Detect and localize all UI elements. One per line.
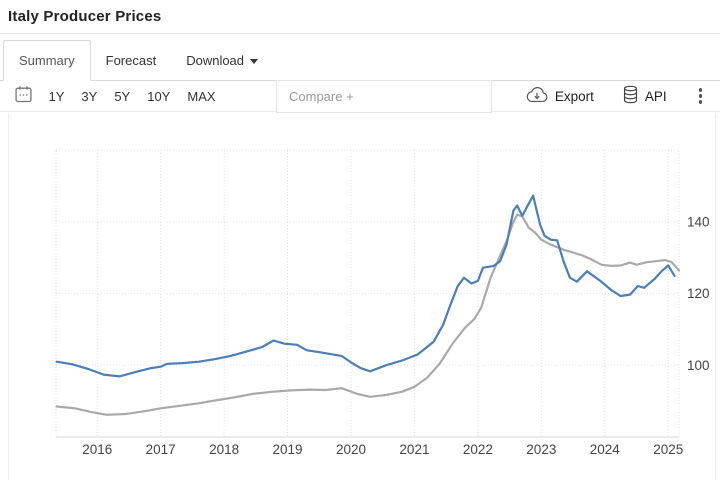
tab-forecast[interactable]: Forecast bbox=[91, 41, 172, 80]
svg-text:2020: 2020 bbox=[336, 442, 366, 457]
price-line-chart[interactable]: 100 120 140 2016 2017 2018 2019 2020 2021 2022 202… bbox=[0, 112, 720, 480]
svg-text:2022: 2022 bbox=[463, 442, 493, 457]
range-3y-button[interactable]: 3Y bbox=[73, 85, 106, 108]
cloud-download-icon bbox=[525, 86, 549, 107]
range-1y-button[interactable]: 1Y bbox=[40, 85, 73, 108]
compare-box bbox=[276, 80, 492, 113]
svg-text:140: 140 bbox=[687, 214, 710, 229]
range-10y-button[interactable]: 10Y bbox=[139, 85, 179, 108]
svg-text:2018: 2018 bbox=[209, 442, 239, 457]
range-5y-button[interactable]: 5Y bbox=[106, 85, 139, 108]
svg-text:100: 100 bbox=[687, 358, 710, 373]
tab-forecast-label: Forecast bbox=[105, 53, 157, 68]
chevron-down-icon bbox=[250, 58, 259, 64]
svg-text:2021: 2021 bbox=[399, 442, 429, 457]
tab-bar: Summary Forecast Download bbox=[0, 34, 720, 81]
panel-right-border bbox=[715, 113, 716, 480]
page-title: Italy Producer Prices bbox=[8, 8, 162, 25]
calendar-button[interactable] bbox=[13, 84, 34, 108]
range-max-button[interactable]: MAX bbox=[179, 85, 224, 108]
compare-input[interactable] bbox=[277, 89, 491, 104]
panel-left-border bbox=[8, 113, 9, 480]
chart-toolbar: 1Y 3Y 5Y 10Y MAX Export bbox=[0, 80, 720, 113]
range-selector: 1Y 3Y 5Y 10Y MAX bbox=[40, 85, 224, 108]
export-button[interactable]: Export bbox=[525, 86, 594, 107]
tab-download-label: Download bbox=[186, 53, 245, 68]
svg-text:2016: 2016 bbox=[82, 442, 112, 457]
title-bar: Italy Producer Prices bbox=[0, 0, 720, 34]
calendar-icon bbox=[13, 84, 34, 108]
kebab-menu-icon[interactable] bbox=[695, 86, 706, 105]
api-label: API bbox=[644, 88, 667, 104]
tab-summary[interactable]: Summary bbox=[3, 40, 91, 81]
svg-text:2024: 2024 bbox=[590, 442, 621, 457]
database-icon bbox=[622, 85, 639, 107]
svg-text:2017: 2017 bbox=[146, 442, 176, 457]
svg-text:120: 120 bbox=[687, 286, 710, 301]
api-button[interactable]: API bbox=[622, 85, 667, 107]
tab-download[interactable]: Download bbox=[171, 41, 273, 80]
export-label: Export bbox=[554, 88, 594, 104]
chart-panel: 100 120 140 2016 2017 2018 2019 2020 2021 2022 202… bbox=[0, 112, 720, 480]
toolbar-right-group: Export API bbox=[525, 85, 706, 107]
tab-summary-label: Summary bbox=[19, 53, 75, 68]
svg-text:2023: 2023 bbox=[526, 442, 556, 457]
svg-text:2019: 2019 bbox=[273, 442, 303, 457]
svg-text:2025: 2025 bbox=[653, 442, 683, 457]
